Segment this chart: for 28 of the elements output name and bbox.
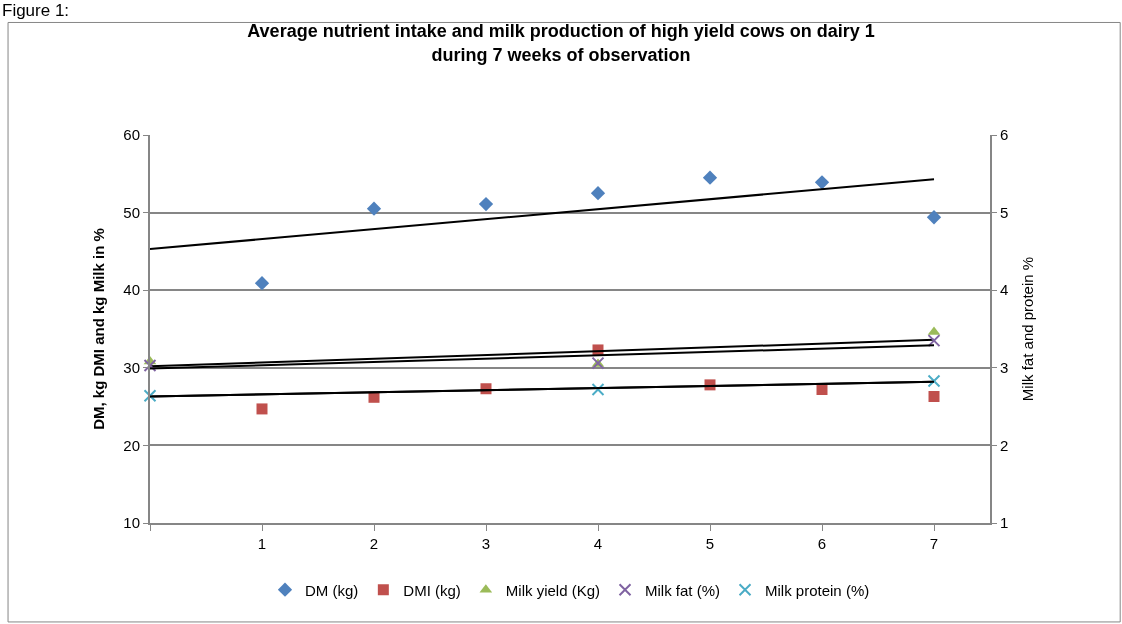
chart-title: Average nutrient intake and milk production of high yield cows on dairy 1 during 7 weeks of observation [247, 21, 875, 65]
y-tick-label: 20 [123, 436, 140, 454]
y-tick-label: 30 [123, 359, 140, 377]
y-tick-label: 60 [123, 126, 140, 144]
x-tick-label: 3 [481, 535, 491, 552]
legend-label: Milk fat (%) [645, 581, 721, 599]
legend-label: Milk protein (%) [765, 581, 870, 599]
caption: Figure 1: [2, 1, 70, 20]
y2-axis-title: Milk fat and protein % [1018, 256, 1036, 402]
x-tick-label: 4 [593, 535, 603, 552]
y2-tick-label: 5 [1000, 203, 1009, 221]
y-tick-label: 50 [123, 203, 140, 221]
legend-label: DM (kg) [305, 581, 359, 599]
y2-tick-label: 6 [1000, 126, 1009, 144]
y-axis-title: DM, kg DMI and kg Milk in % [90, 228, 108, 430]
y2-tick-label: 4 [1000, 281, 1009, 299]
x-tick-label: 5 [705, 535, 715, 552]
y-tick-label: 10 [123, 514, 140, 532]
x-tick-label: 1 [257, 535, 267, 552]
y2-tick-label: 3 [1000, 359, 1009, 377]
x-tick-label: 7 [929, 535, 939, 552]
x-tick-label: 6 [817, 535, 827, 552]
y2-tick-label: 2 [1000, 436, 1009, 454]
x-tick-label: 2 [369, 535, 379, 552]
y-tick-label: 40 [123, 281, 140, 299]
legend-label: Milk yield (Kg) [505, 581, 601, 599]
y2-tick-label: 1 [1000, 514, 1009, 532]
legend-label: DMI (kg) [403, 581, 461, 599]
